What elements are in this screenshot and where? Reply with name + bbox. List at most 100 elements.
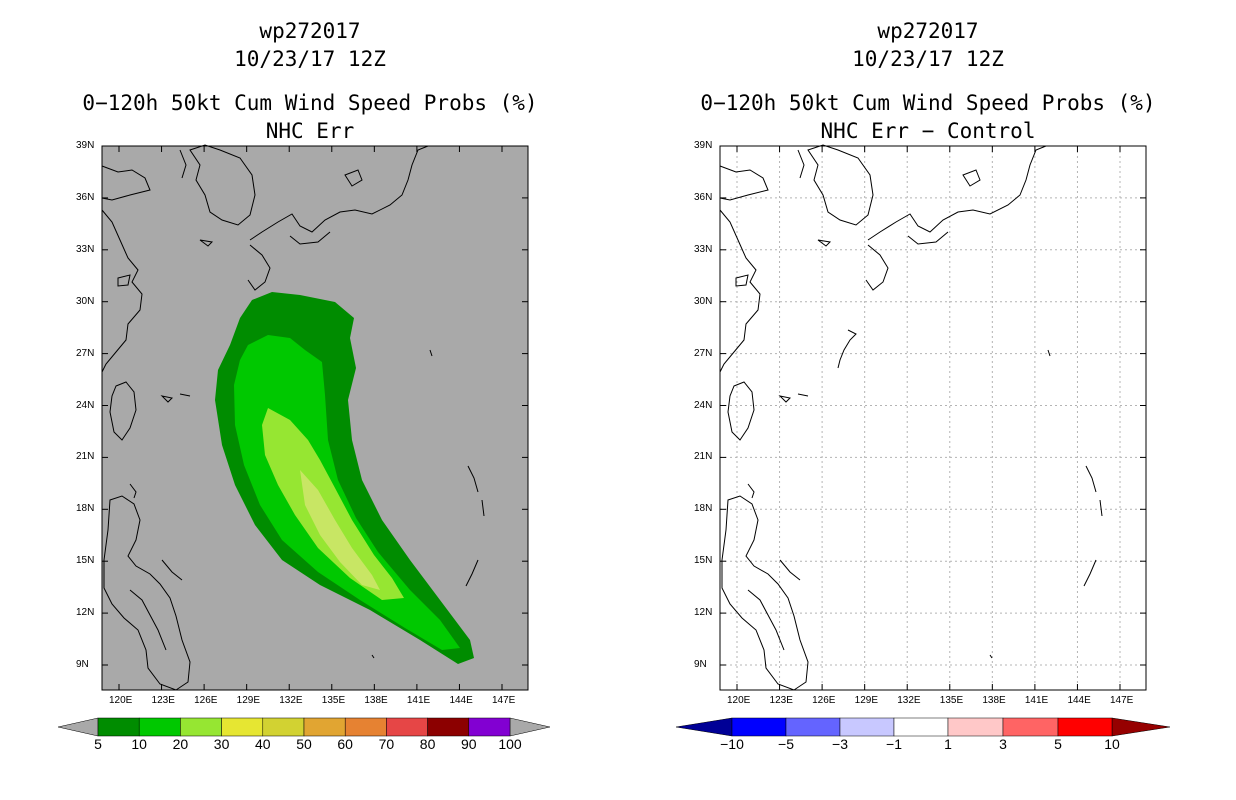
lat-label: 21N — [76, 451, 95, 463]
lat-label: 18N — [76, 503, 95, 515]
colorbar-label: 60 — [337, 736, 353, 752]
colorbar-high-arrow — [509, 717, 551, 737]
right-title-line4: NHC Err − Control — [820, 119, 1036, 143]
colorbar-swatch — [386, 717, 428, 737]
colorbar-swatch — [97, 717, 140, 737]
colorbar-label: 10 — [131, 736, 147, 752]
right-map-background — [720, 146, 1146, 690]
colorbar-swatch — [262, 717, 305, 737]
colorbar-label: 50 — [296, 736, 312, 752]
lon-label: 147E — [492, 695, 516, 706]
lon-label: 144E — [449, 695, 473, 706]
colorbar-label: −1 — [886, 736, 902, 752]
colorbar-swatch — [839, 717, 895, 737]
colorbar-swatch — [785, 717, 841, 737]
colorbar-label: 1 — [944, 736, 952, 752]
lon-label: 123E — [151, 695, 175, 706]
lon-label: 147E — [1110, 695, 1134, 706]
left-map-panel — [101, 144, 529, 691]
colorbar-label: 10 — [1104, 736, 1120, 752]
lon-label: 138E — [364, 695, 388, 706]
left-map-frame — [101, 145, 529, 691]
lat-label: 36N — [694, 191, 713, 203]
colorbar-swatch — [344, 717, 387, 737]
left-title-line4: NHC Err — [265, 119, 355, 143]
right-title-line3: 0−120h 50kt Cum Wind Speed Probs (%) — [700, 91, 1156, 115]
lon-label: 141E — [1024, 695, 1049, 706]
left-title-line1: wp272017 — [259, 19, 361, 43]
lat-label: 27N — [76, 347, 95, 359]
lat-label: 24N — [694, 399, 713, 411]
lon-label: 126E — [194, 695, 218, 706]
lat-label: 15N — [76, 555, 95, 567]
colorbar-swatch — [468, 717, 511, 737]
colorbar-low-arrow — [675, 717, 733, 737]
left-colorbar — [57, 717, 551, 737]
lon-label: 129E — [854, 695, 879, 706]
colorbar-swatch — [893, 717, 949, 737]
lat-label: 30N — [694, 295, 713, 307]
lon-label: 144E — [1067, 695, 1091, 706]
lat-label: 21N — [694, 451, 713, 463]
lon-label: 138E — [982, 695, 1006, 706]
lat-label: 30N — [76, 295, 95, 307]
lon-label: 135E — [939, 695, 964, 706]
right-map-panel — [719, 144, 1147, 691]
lat-label: 39N — [76, 140, 95, 151]
colorbar-label: 20 — [172, 736, 189, 752]
lon-label: 129E — [236, 695, 261, 706]
colorbar-swatch — [180, 717, 222, 737]
left-title-line2: 10/23/17 12Z — [234, 47, 386, 71]
colorbar-label: 5 — [1054, 736, 1062, 752]
lon-label: 120E — [727, 695, 751, 706]
colorbar-swatch — [221, 717, 264, 737]
colorbar-swatch — [947, 717, 1004, 737]
colorbar-label: 90 — [461, 736, 477, 752]
lat-label: 27N — [694, 347, 713, 359]
colorbar-label: 70 — [378, 736, 395, 752]
lat-label: 12N — [76, 607, 95, 619]
colorbar-label: −10 — [720, 736, 744, 752]
colorbar-swatch — [303, 717, 346, 737]
colorbar-swatch — [138, 717, 181, 737]
lon-label: 126E — [812, 695, 836, 706]
right-colorbar — [675, 717, 1171, 737]
lat-label: 9N — [694, 659, 707, 670]
lat-label: 24N — [76, 399, 95, 411]
right-title-line1: wp272017 — [877, 19, 979, 43]
colorbar-label: 40 — [255, 736, 271, 752]
colorbar-label: 100 — [498, 736, 522, 752]
colorbar-label: 30 — [213, 736, 230, 752]
colorbar-label: 80 — [419, 736, 436, 752]
colorbar-swatch — [1002, 717, 1059, 737]
lat-label: 15N — [694, 555, 713, 567]
right-axis-ticks — [720, 145, 1146, 690]
colorbar-label: 3 — [999, 736, 1007, 752]
prob-contour-20-core — [300, 470, 380, 590]
lat-label: 39N — [694, 140, 713, 151]
prob-contour-10 — [234, 335, 460, 650]
left-axis-ticks — [102, 145, 528, 690]
colorbar-swatch — [427, 717, 470, 737]
lon-label: 120E — [109, 695, 133, 706]
lon-label: 141E — [406, 695, 431, 706]
right-title-line2: 10/23/17 12Z — [852, 47, 1004, 71]
lat-label: 12N — [694, 607, 713, 619]
lon-label: 123E — [769, 695, 793, 706]
right-coastlines — [719, 144, 1103, 691]
colorbar-label: −3 — [832, 736, 848, 752]
lon-label: 132E — [897, 695, 921, 706]
lat-label: 18N — [694, 503, 713, 515]
colorbar-high-arrow — [1111, 717, 1171, 737]
colorbar-swatch — [731, 717, 787, 737]
lat-label: 33N — [694, 243, 713, 255]
lat-label: 36N — [76, 191, 95, 203]
colorbar-swatch — [1057, 717, 1113, 737]
right-map-frame — [719, 145, 1147, 691]
colorbar-label: −5 — [778, 736, 794, 752]
left-title-line3: 0−120h 50kt Cum Wind Speed Probs (%) — [82, 91, 538, 115]
lon-label: 132E — [279, 695, 303, 706]
lat-label: 33N — [76, 243, 95, 255]
probability-field — [215, 292, 474, 664]
